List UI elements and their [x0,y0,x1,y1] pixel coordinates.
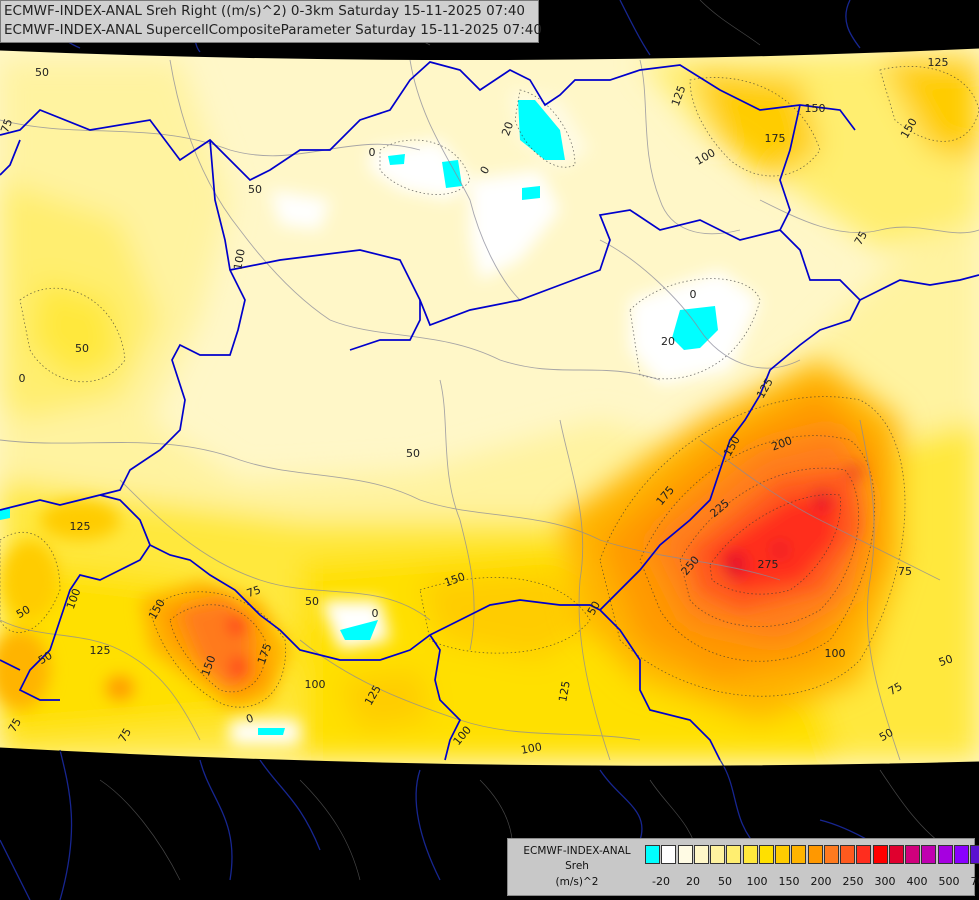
legend-swatch [694,845,709,864]
legend-swatch [759,845,774,864]
legend-title: ECMWF-INDEX-ANAL [512,845,642,857]
contour-label: 125 [90,644,111,657]
legend-swatch [824,845,839,864]
legend-swatch [840,845,855,864]
legend-swatch [661,845,676,864]
legend-swatch [938,845,953,864]
legend-swatch [970,845,979,864]
contour-label: 50 [248,183,262,196]
legend-tick-label: 200 [811,875,832,888]
legend-tick-label: 400 [907,875,928,888]
legend-swatch [889,845,904,864]
legend-swatch [856,845,871,864]
contour-label: 20 [661,335,675,348]
contour-label: 75 [898,565,912,578]
legend-swatch [743,845,758,864]
contour-label: 175 [765,132,786,145]
contour-label: 100 [825,647,846,660]
legend-swatch [905,845,920,864]
legend-tick-label: -20 [652,875,670,888]
legend-tick-label: 250 [843,875,864,888]
legend-swatch [710,845,725,864]
legend-tick-label: 500 [939,875,960,888]
contour-label: 0 [690,288,697,301]
legend-tick-label: 20 [686,875,700,888]
contour-label: 100 [305,678,326,691]
contour-label: 125 [928,56,949,69]
contour-label: 50 [305,595,319,608]
legend-swatches [645,845,979,864]
color-legend: ECMWF-INDEX-ANAL Sreh (m/s)^2 -20 20 50 100… [507,838,975,896]
legend-swatch [775,845,790,864]
contour-label: 125 [70,520,91,533]
map-header: ECMWF-INDEX-ANAL Sreh Right ((m/s)^2) 0-… [0,0,539,43]
contour-label: 0 [19,372,26,385]
legend-swatch [726,845,741,864]
legend-swatch [954,845,969,864]
contour-label: 50 [35,66,49,79]
legend-unit: (m/s)^2 [512,876,642,888]
legend-swatch [645,845,660,864]
legend-ticks: -202050100150200250300400500700 [645,875,975,889]
legend-tick-label: 300 [875,875,896,888]
legend-swatch [791,845,806,864]
legend-tick-label: 50 [718,875,732,888]
contour-label: 275 [758,558,779,571]
legend-tick-label: 150 [779,875,800,888]
legend-swatch [921,845,936,864]
legend-swatch [873,845,888,864]
legend-variable: Sreh [512,860,642,872]
contour-label: 0 [369,146,376,159]
legend-tick-label: 100 [747,875,768,888]
sreh-field [0,40,979,780]
header-title-line2: ECMWF-INDEX-ANAL SupercellCompositeParam… [4,22,542,38]
header-title-line1: ECMWF-INDEX-ANAL Sreh Right ((m/s)^2) 0-… [4,3,525,19]
contour-label: 50 [75,342,89,355]
legend-swatch [808,845,823,864]
contour-label: 150 [805,102,826,115]
contour-label: 50 [406,447,420,460]
contour-label: 0 [372,607,379,620]
legend-swatch [678,845,693,864]
legend-tick-label: 700 [971,875,979,888]
